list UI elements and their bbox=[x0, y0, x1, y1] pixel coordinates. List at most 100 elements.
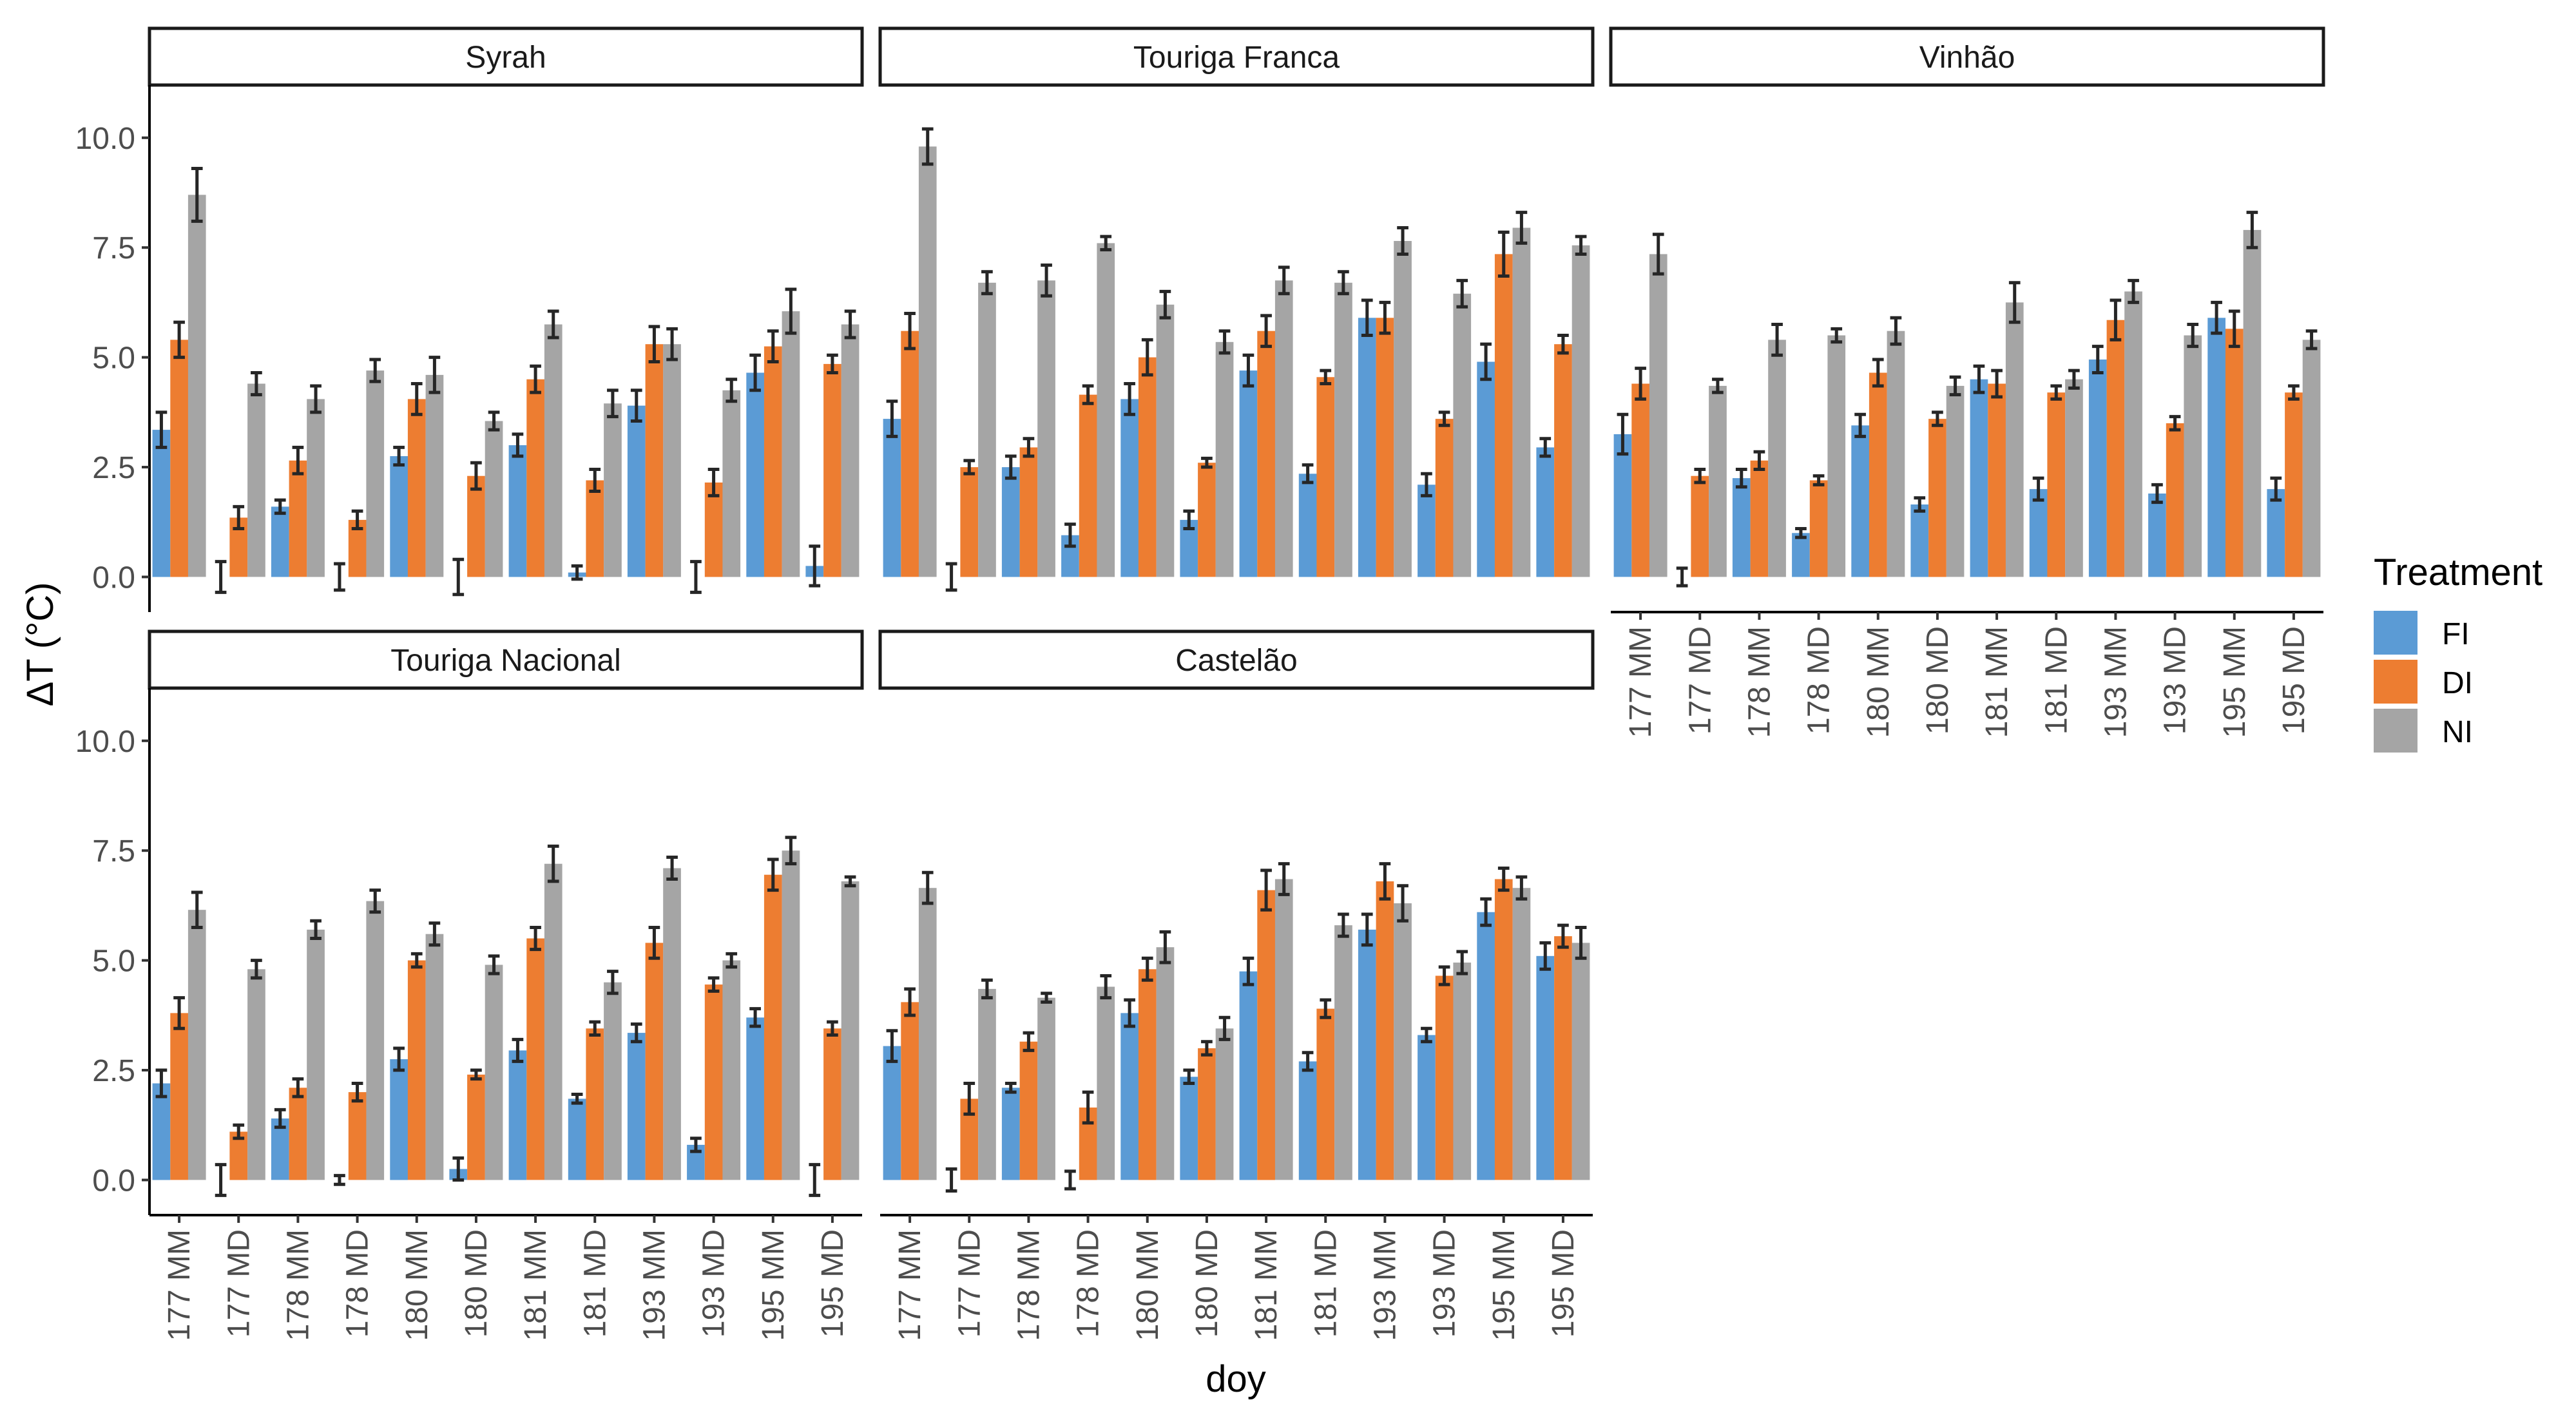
errorbar-castelao-180-mm-ni bbox=[1159, 930, 1171, 964]
errorbar-syrah-178-md-ni bbox=[369, 358, 381, 383]
errorbar-touriga-nacional-181-md-di bbox=[589, 1020, 601, 1037]
bar-castelao-180-mm-di bbox=[1138, 969, 1157, 1180]
errorbar-touriga-franca-178-mm-di bbox=[1023, 437, 1035, 458]
x-tick-label-touriga-nacional-178-mm: 178 MM bbox=[281, 1229, 315, 1341]
errorbar-castelao-195-mm-fi bbox=[1480, 897, 1492, 927]
errorbar-touriga-franca-193-mm-ni bbox=[1397, 226, 1408, 256]
bar-touriga-franca-195-md-fi bbox=[1536, 447, 1555, 577]
errorbar-castelao-180-md-ni bbox=[1218, 1015, 1231, 1041]
errorbar-syrah-180-mm-fi bbox=[393, 445, 405, 467]
errorbar-castelao-181-md-fi bbox=[1302, 1051, 1314, 1072]
bar-vinhao-180-md-fi bbox=[1910, 504, 1929, 577]
bar-syrah-181-mm-di bbox=[526, 379, 544, 577]
bar-touriga-nacional-180-md-ni bbox=[485, 964, 503, 1180]
errorbar-castelao-193-mm-fi bbox=[1361, 912, 1373, 947]
y-axis-title: ΔT (°C) bbox=[19, 582, 61, 707]
errorbar-syrah-195-mm-fi bbox=[749, 353, 761, 392]
errorbar-syrah-177-mm-fi bbox=[155, 410, 168, 449]
errorbar-syrah-193-mm-fi bbox=[630, 389, 642, 423]
errorbar-touriga-franca-180-mm-ni bbox=[1159, 289, 1171, 320]
errorbar-touriga-franca-195-mm-ni bbox=[1515, 211, 1528, 245]
errorbar-touriga-franca-181-md-fi bbox=[1302, 463, 1314, 485]
y-tick-label-syrah: 0.0 bbox=[92, 561, 135, 595]
bar-castelao-181-md-ni bbox=[1334, 925, 1352, 1180]
bar-touriga-franca-195-mm-fi bbox=[1477, 361, 1495, 577]
bar-touriga-franca-181-md-fi bbox=[1298, 474, 1317, 577]
x-tick-label-touriga-nacional-177-md: 177 MD bbox=[222, 1229, 256, 1338]
errorbar-touriga-nacional-178-md-di bbox=[351, 1082, 363, 1103]
bar-touriga-nacional-193-mm-ni bbox=[663, 868, 681, 1180]
x-tick-label-touriga-nacional-193-md: 193 MD bbox=[697, 1229, 731, 1338]
bar-vinhao-181-mm-fi bbox=[1970, 379, 1988, 577]
bar-vinhao-193-mm-ni bbox=[2124, 291, 2142, 577]
bar-touriga-nacional-195-md-di bbox=[823, 1028, 841, 1180]
errorbar-castelao-180-mm-fi bbox=[1124, 998, 1135, 1028]
bar-syrah-180-md-ni bbox=[485, 421, 503, 577]
errorbar-touriga-franca-178-md-fi bbox=[1064, 523, 1076, 548]
errorbar-vinhao-181-mm-ni bbox=[2008, 281, 2021, 324]
errorbar-touriga-nacional-195-md-ni bbox=[844, 875, 856, 888]
errorbar-touriga-nacional-195-mm-di bbox=[767, 858, 779, 892]
errorbar-touriga-nacional-180-mm-fi bbox=[393, 1046, 405, 1072]
x-tick-label-castelao-178-md: 178 MD bbox=[1072, 1229, 1106, 1338]
errorbar-castelao-181-md-ni bbox=[1338, 912, 1349, 938]
legend-entry-fi[interactable]: FI bbox=[2374, 611, 2470, 655]
bar-vinhao-195-md-fi bbox=[2267, 489, 2285, 577]
errorbar-touriga-franca-181-mm-ni bbox=[1278, 265, 1290, 296]
strip-touriga-franca bbox=[878, 26, 1595, 87]
legend-entry-di[interactable]: DI bbox=[2374, 660, 2473, 704]
legend-key-fi bbox=[2374, 611, 2417, 655]
bar-touriga-nacional-181-mm-ni bbox=[544, 863, 562, 1180]
errorbar-touriga-nacional-180-md-ni bbox=[488, 954, 500, 975]
errorbar-vinhao-181-mm-fi bbox=[1973, 364, 1985, 394]
errorbar-syrah-178-md-fi bbox=[334, 562, 345, 592]
errorbar-touriga-nacional-178-md-fi bbox=[334, 1174, 345, 1186]
bar-vinhao-193-md-fi bbox=[2148, 494, 2166, 577]
bar-vinhao-178-mm-fi bbox=[1732, 478, 1751, 577]
panels-layer: Syrah 0.0 2.5 5.0 7.5 10.0 Touriga Franca Vinhã… bbox=[75, 26, 2325, 1341]
x-tick-label-vinhao-193-md: 193 MD bbox=[2158, 626, 2193, 734]
errorbar-vinhao-180-mm-ni bbox=[1890, 316, 1902, 346]
bar-touriga-nacional-180-mm-ni bbox=[425, 934, 444, 1180]
x-tick-label-vinhao-181-mm: 181 MM bbox=[1980, 626, 2014, 738]
errorbar-castelao-177-mm-fi bbox=[886, 1029, 898, 1063]
bar-syrah-181-md-di bbox=[586, 480, 604, 577]
bar-vinhao-193-mm-fi bbox=[2088, 360, 2107, 577]
bar-syrah-178-mm-fi bbox=[271, 506, 289, 577]
bar-syrah-177-md-ni bbox=[247, 383, 265, 577]
errorbar-vinhao-180-md-di bbox=[1932, 410, 1943, 427]
errorbar-vinhao-181-md-di bbox=[2050, 384, 2062, 401]
bar-vinhao-180-md-di bbox=[1928, 419, 1946, 577]
bar-castelao-177-md-ni bbox=[978, 988, 996, 1180]
strip-label-syrah: Syrah bbox=[465, 41, 546, 75]
y-tick-label-syrah: 10.0 bbox=[75, 122, 135, 156]
bar-syrah-177-mm-ni bbox=[187, 195, 206, 577]
errorbar-touriga-franca-180-md-fi bbox=[1183, 509, 1195, 530]
errorbar-vinhao-193-md-di bbox=[2169, 415, 2181, 432]
errorbar-touriga-nacional-180-mm-di bbox=[410, 952, 423, 969]
errorbar-vinhao-178-mm-ni bbox=[1771, 323, 1783, 357]
bar-vinhao-180-mm-fi bbox=[1851, 425, 1869, 577]
strip-vinhao bbox=[1609, 26, 2325, 87]
legend-entry-ni[interactable]: NI bbox=[2374, 709, 2473, 753]
bar-vinhao-195-mm-di bbox=[2225, 329, 2244, 577]
bar-touriga-franca-178-mm-fi bbox=[1001, 467, 1020, 577]
legend: Treatment FI DI NI bbox=[2374, 552, 2542, 753]
errorbar-vinhao-177-mm-ni bbox=[1652, 233, 1664, 276]
errorbar-touriga-franca-193-md-ni bbox=[1456, 278, 1468, 309]
bar-touriga-franca-180-mm-fi bbox=[1120, 399, 1139, 577]
x-tick-label-touriga-nacional-177-mm: 177 MM bbox=[162, 1229, 197, 1341]
errorbar-vinhao-181-md-fi bbox=[2032, 476, 2044, 502]
legend-title: Treatment bbox=[2374, 552, 2542, 593]
bar-vinhao-180-md-ni bbox=[1946, 385, 1965, 577]
bar-touriga-franca-177-mm-fi bbox=[883, 419, 901, 577]
bar-touriga-nacional-193-mm-di bbox=[645, 943, 664, 1180]
bar-touriga-nacional-180-md-di bbox=[467, 1074, 485, 1180]
bar-touriga-nacional-177-mm-ni bbox=[187, 910, 206, 1180]
bar-syrah-180-mm-fi bbox=[390, 456, 408, 577]
bar-touriga-nacional-180-mm-di bbox=[407, 960, 426, 1180]
errorbar-syrah-177-md-ni bbox=[251, 370, 262, 397]
bar-vinhao-195-md-ni bbox=[2302, 340, 2321, 577]
bar-castelao-193-mm-di bbox=[1376, 881, 1394, 1180]
bar-syrah-177-mm-fi bbox=[152, 430, 171, 577]
